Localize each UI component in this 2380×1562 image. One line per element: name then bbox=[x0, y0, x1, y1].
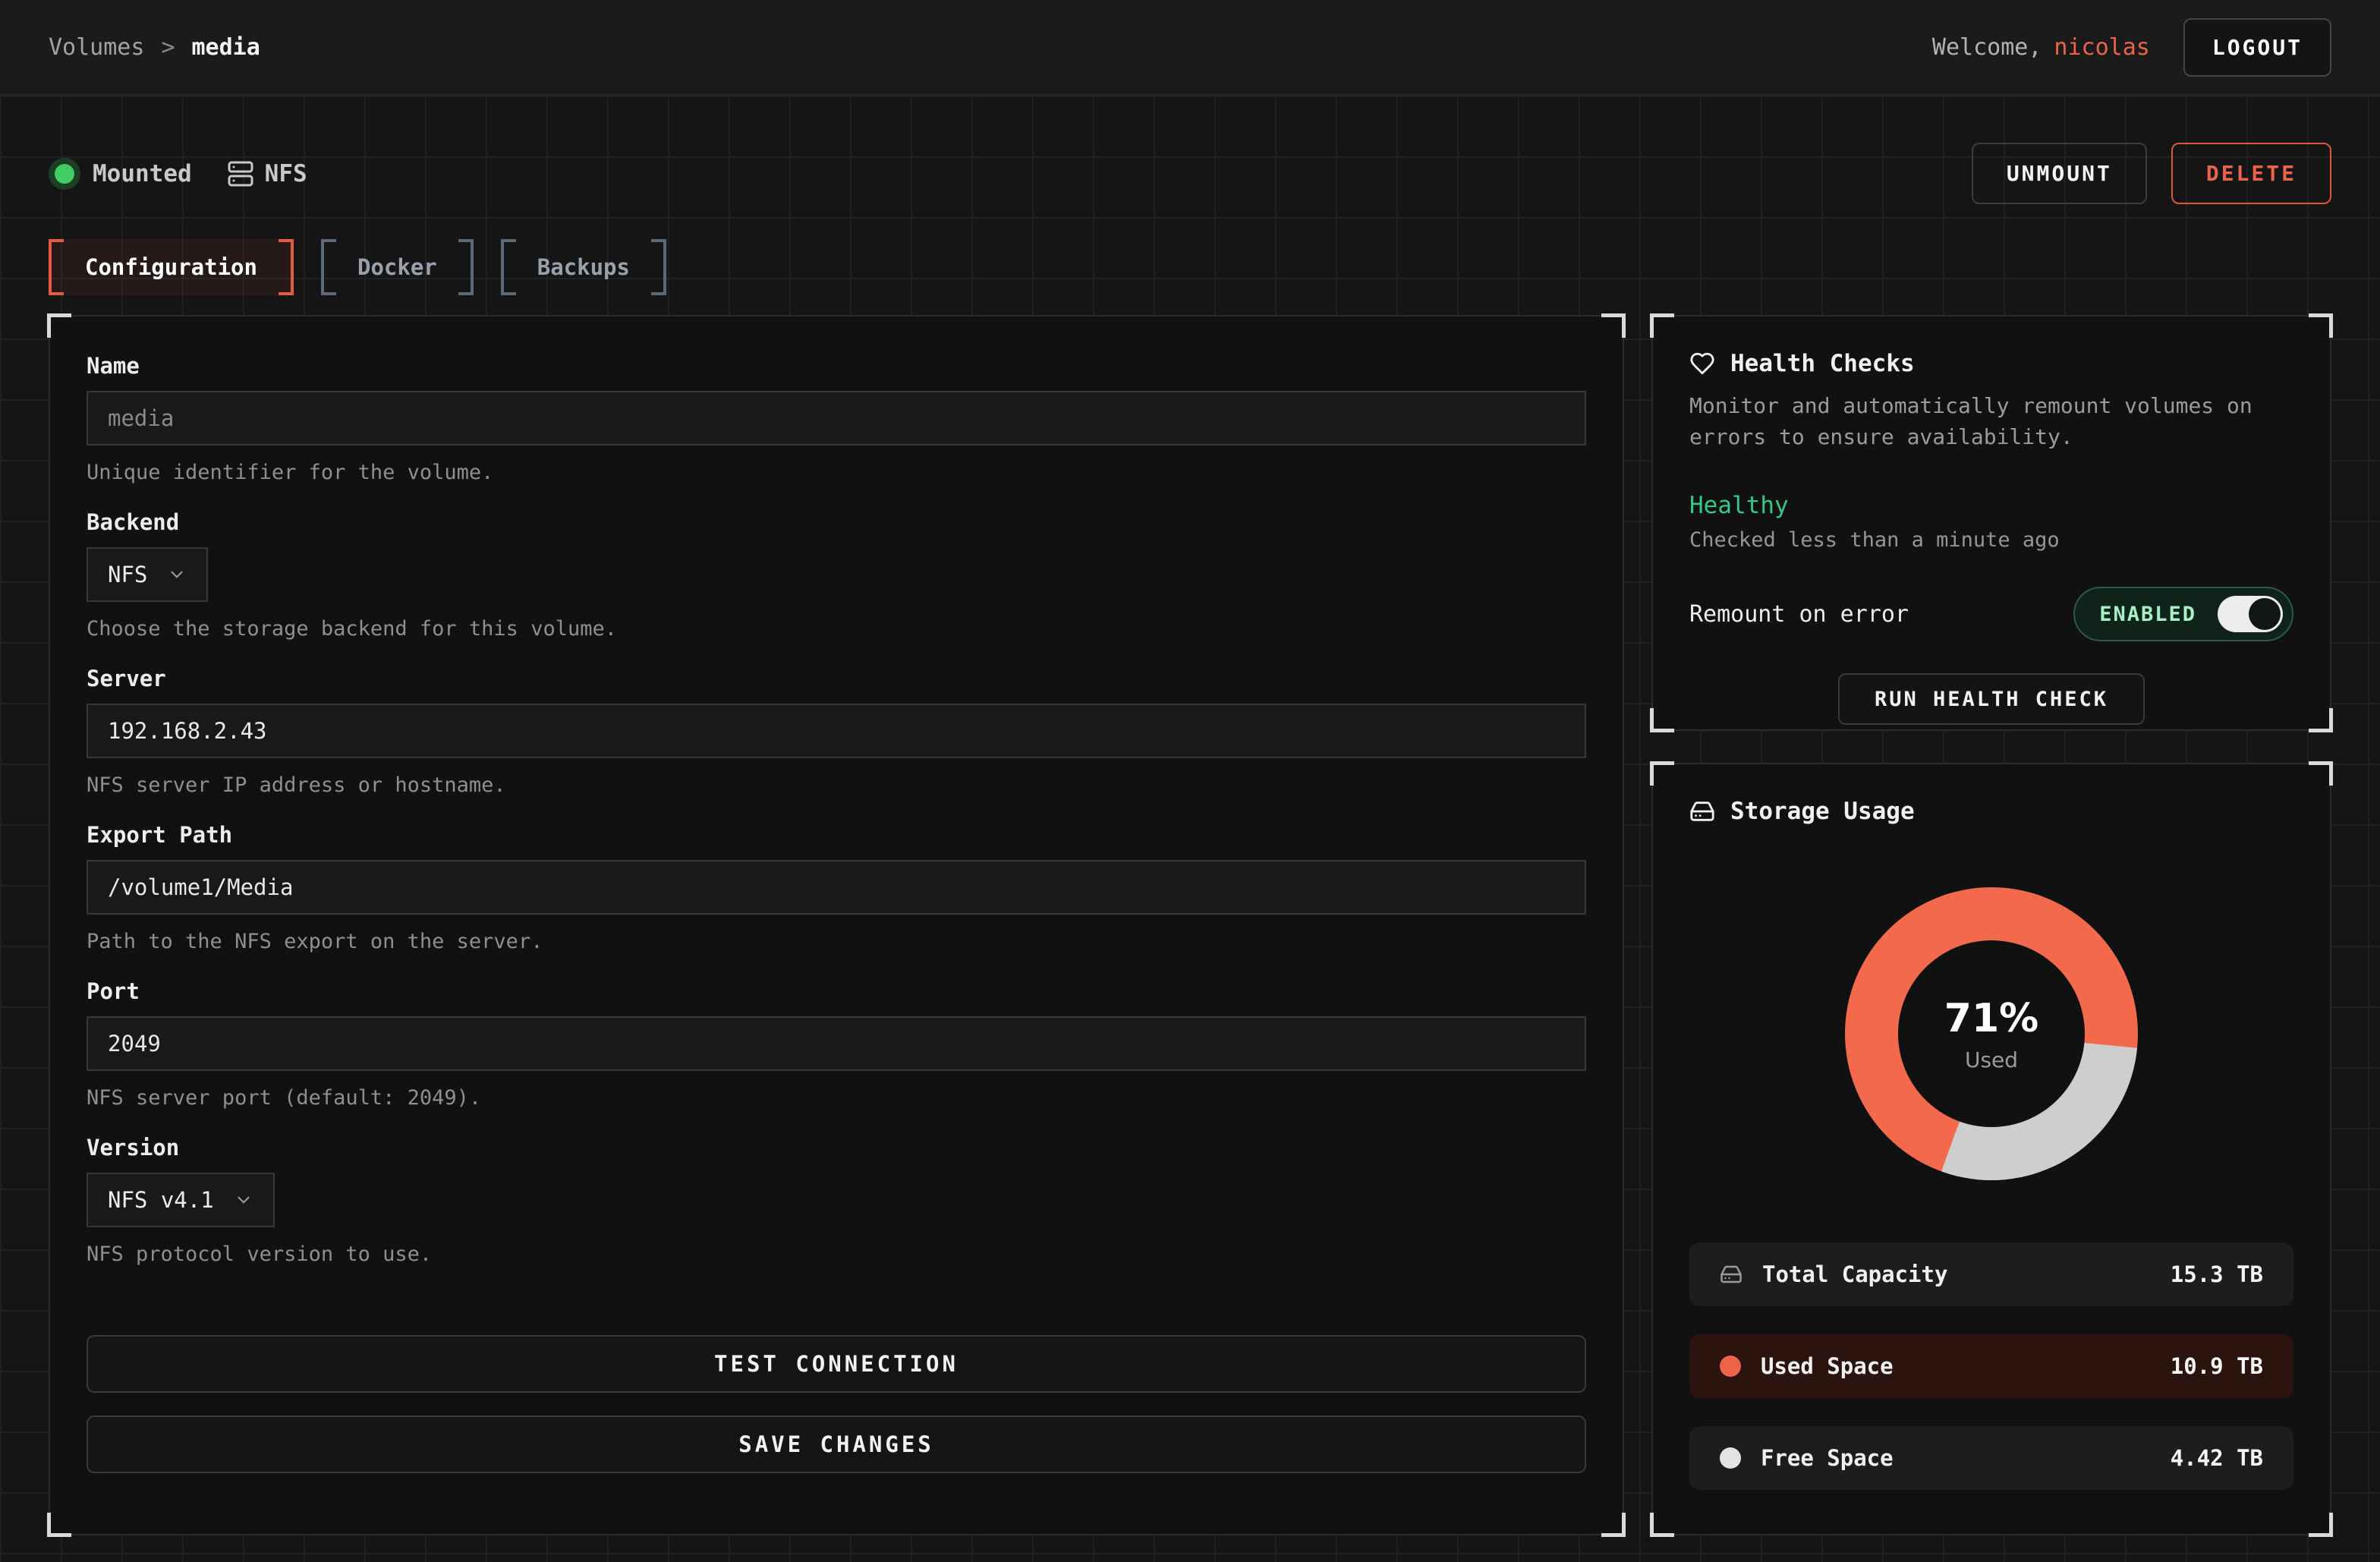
logout-button[interactable]: LOGOUT bbox=[2183, 17, 2331, 77]
mounted-status-icon bbox=[49, 157, 80, 190]
breadcrumb: Volumes > media bbox=[49, 34, 260, 61]
version-help: NFS protocol version to use. bbox=[87, 1242, 433, 1266]
toggle-switch-icon bbox=[2218, 596, 2283, 633]
version-select-value: NFS v4.1 bbox=[108, 1187, 214, 1213]
chevron-down-icon bbox=[238, 1196, 250, 1204]
chevron-down-icon bbox=[171, 571, 183, 578]
breadcrumb-volumes-link[interactable]: Volumes bbox=[49, 33, 145, 61]
port-label: Port bbox=[87, 978, 140, 1004]
export-path-field-group: Export Path Path to the NFS export on th… bbox=[87, 822, 1586, 953]
tab-docker[interactable]: Docker bbox=[320, 239, 474, 295]
corner-bracket bbox=[1601, 313, 1626, 338]
server-help: NFS server IP address or hostname. bbox=[87, 773, 506, 797]
corner-bracket bbox=[47, 313, 71, 338]
total-capacity-label: Total Capacity bbox=[1762, 1261, 1948, 1287]
used-space-label: Used Space bbox=[1761, 1353, 1894, 1379]
storage-usage-panel: Storage Usage 71% Used Total Capacity bbox=[1650, 761, 2333, 1537]
corner-bracket bbox=[2309, 1513, 2333, 1537]
version-select[interactable]: NFS v4.1 bbox=[87, 1173, 275, 1227]
free-space-label: Free Space bbox=[1761, 1445, 1894, 1471]
backend-help: Choose the storage backend for this volu… bbox=[87, 617, 617, 641]
delete-button[interactable]: DELETE bbox=[2171, 143, 2331, 204]
remount-on-error-label: Remount on error bbox=[1689, 600, 1909, 628]
used-space-value: 10.9 TB bbox=[2170, 1353, 2263, 1379]
test-connection-button[interactable]: TEST CONNECTION bbox=[87, 1335, 1586, 1393]
tab-bar: Configuration Docker Backups bbox=[49, 239, 2331, 295]
breadcrumb-separator-icon: > bbox=[161, 33, 175, 61]
volume-status-row: Mounted NFS UNMOUNT DELETE bbox=[49, 143, 2331, 204]
corner-bracket bbox=[2309, 313, 2333, 338]
corner-bracket bbox=[1650, 761, 1674, 786]
hard-drive-icon bbox=[1720, 1265, 1742, 1283]
total-capacity-value: 15.3 TB bbox=[2170, 1261, 2263, 1287]
port-help: NFS server port (default: 2049). bbox=[87, 1086, 482, 1110]
server-icon bbox=[227, 160, 254, 187]
configuration-panel: Name Unique identifier for the volume. B… bbox=[47, 313, 1626, 1537]
port-field-group: Port NFS server port (default: 2049). bbox=[87, 978, 1586, 1110]
server-field-group: Server NFS server IP address or hostname… bbox=[87, 666, 1586, 797]
heart-icon bbox=[1690, 352, 1714, 375]
tab-backups[interactable]: Backups bbox=[500, 239, 667, 295]
name-field-group: Name Unique identifier for the volume. bbox=[87, 353, 1586, 484]
hard-drive-icon bbox=[1690, 801, 1714, 821]
name-help: Unique identifier for the volume. bbox=[87, 461, 494, 484]
storage-percent-sublabel: Used bbox=[1964, 1047, 2019, 1072]
export-path-help: Path to the NFS export on the server. bbox=[87, 930, 543, 953]
free-space-dot-icon bbox=[1720, 1447, 1741, 1469]
backend-type-label: NFS bbox=[264, 159, 307, 187]
export-path-label: Export Path bbox=[87, 822, 233, 848]
health-last-checked: Checked less than a minute ago bbox=[1689, 528, 2060, 553]
corner-bracket bbox=[2309, 761, 2333, 786]
name-input[interactable] bbox=[87, 391, 1586, 446]
total-capacity-row: Total Capacity 15.3 TB bbox=[1689, 1242, 2293, 1306]
free-space-row: Free Space 4.42 TB bbox=[1689, 1426, 2293, 1490]
export-path-input[interactable] bbox=[87, 860, 1586, 915]
save-changes-button[interactable]: SAVE CHANGES bbox=[87, 1416, 1586, 1473]
backend-select-value: NFS bbox=[108, 562, 148, 587]
storage-usage-title: Storage Usage bbox=[1730, 798, 1915, 825]
server-label: Server bbox=[87, 666, 166, 691]
storage-percent: 71% bbox=[1944, 995, 2039, 1041]
corner-bracket bbox=[2309, 708, 2333, 732]
version-field-group: Version NFS v4.1 NFS protocol version to… bbox=[87, 1135, 1586, 1266]
storage-donut: 71% Used bbox=[1845, 887, 2138, 1180]
free-space-value: 4.42 TB bbox=[2170, 1445, 2263, 1471]
health-status-badge: Healthy bbox=[1689, 492, 1789, 520]
run-health-check-button[interactable]: RUN HEALTH CHECK bbox=[1837, 673, 2145, 726]
corner-bracket bbox=[1601, 1513, 1626, 1537]
health-checks-panel: Health Checks Monitor and automatically … bbox=[1650, 313, 2333, 732]
health-description: Monitor and automatically remount volume… bbox=[1689, 393, 2252, 449]
username-text: nicolas bbox=[2054, 33, 2150, 61]
topbar: Volumes > media Welcome, nicolas LOGOUT bbox=[0, 0, 2380, 96]
version-label: Version bbox=[87, 1135, 180, 1160]
remount-toggle-state: ENABLED bbox=[2099, 602, 2196, 626]
used-space-row: Used Space 10.9 TB bbox=[1689, 1334, 2293, 1398]
mounted-status-label: Mounted bbox=[93, 159, 192, 187]
server-input[interactable] bbox=[87, 704, 1586, 758]
corner-bracket bbox=[1650, 313, 1674, 338]
unmount-button[interactable]: UNMOUNT bbox=[1971, 143, 2147, 204]
port-input[interactable] bbox=[87, 1016, 1586, 1071]
backend-label: Backend bbox=[87, 509, 180, 535]
remount-toggle[interactable]: ENABLED bbox=[2073, 587, 2293, 642]
used-space-dot-icon bbox=[1720, 1356, 1741, 1377]
corner-bracket bbox=[47, 1513, 71, 1537]
name-label: Name bbox=[87, 353, 140, 379]
breadcrumb-current: media bbox=[191, 33, 260, 61]
health-checks-title: Health Checks bbox=[1730, 350, 1915, 377]
corner-bracket bbox=[1650, 1513, 1674, 1537]
corner-bracket bbox=[1650, 708, 1674, 732]
backend-field-group: Backend NFS Choose the storage backend f… bbox=[87, 509, 1586, 641]
backend-select[interactable]: NFS bbox=[87, 547, 209, 602]
tab-configuration[interactable]: Configuration bbox=[49, 239, 294, 295]
welcome-text: Welcome, bbox=[1931, 33, 2042, 61]
